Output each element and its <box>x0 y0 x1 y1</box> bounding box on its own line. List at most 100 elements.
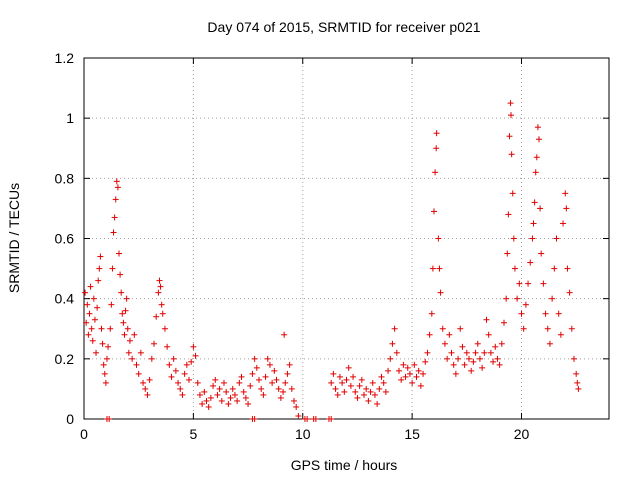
data-point <box>146 376 153 383</box>
data-point <box>312 416 319 422</box>
data-point <box>137 349 144 356</box>
data-point <box>116 250 122 257</box>
data-point <box>218 397 225 404</box>
data-point <box>223 388 230 395</box>
data-point <box>374 400 381 407</box>
grid-lines <box>84 58 609 419</box>
data-point <box>236 379 243 386</box>
data-point <box>555 310 562 317</box>
data-point <box>91 316 98 323</box>
y-axis-label: SRMTID / TECUs <box>6 183 22 293</box>
data-point <box>461 361 468 368</box>
data-point <box>339 379 346 386</box>
data-point <box>420 370 427 377</box>
data-point <box>474 340 481 347</box>
data-point <box>256 376 262 383</box>
x-tick-label: 10 <box>295 426 311 442</box>
data-point <box>170 355 177 362</box>
data-point <box>506 133 513 140</box>
data-point <box>155 289 162 296</box>
data-point <box>522 301 529 308</box>
data-point <box>205 403 212 410</box>
data-points <box>82 100 582 422</box>
data-point <box>538 250 545 257</box>
data-point <box>376 385 383 392</box>
data-point <box>229 385 236 392</box>
data-point <box>253 364 260 371</box>
data-point <box>365 397 372 404</box>
data-point <box>439 325 446 332</box>
data-point <box>529 235 536 242</box>
data-point <box>413 373 420 380</box>
data-point <box>525 280 532 287</box>
data-point <box>207 394 214 401</box>
data-point <box>361 391 367 398</box>
data-point <box>358 376 365 383</box>
data-point <box>83 319 90 326</box>
data-point <box>101 370 108 377</box>
data-point <box>341 388 348 395</box>
data-point <box>393 349 400 356</box>
data-point <box>562 190 569 197</box>
data-point <box>400 361 407 368</box>
data-point <box>212 376 219 383</box>
data-point <box>332 385 339 392</box>
data-point <box>280 388 287 395</box>
data-point <box>404 364 411 371</box>
data-point <box>269 379 276 386</box>
data-point <box>118 289 125 296</box>
data-point <box>260 391 267 398</box>
x-tick-label: 20 <box>514 426 530 442</box>
data-point <box>468 367 475 374</box>
data-point <box>123 295 130 302</box>
data-point <box>172 367 179 374</box>
data-point <box>441 340 448 347</box>
data-point <box>113 178 120 185</box>
data-point <box>566 289 573 296</box>
data-point <box>534 124 541 131</box>
data-point <box>511 265 518 272</box>
data-point <box>507 100 514 107</box>
data-point <box>120 319 127 326</box>
data-point <box>119 310 126 317</box>
data-point <box>286 361 293 368</box>
data-point <box>574 379 581 386</box>
data-point <box>492 343 499 350</box>
data-point <box>352 388 359 395</box>
data-point <box>95 277 102 284</box>
data-point <box>89 337 96 344</box>
data-point <box>142 385 149 392</box>
data-point <box>275 385 282 392</box>
data-point <box>494 355 501 362</box>
data-point <box>107 325 114 332</box>
y-tick-label: 0.6 <box>55 231 75 247</box>
data-point <box>262 373 269 380</box>
data-point <box>234 397 241 404</box>
data-point <box>293 403 300 410</box>
data-point <box>249 370 256 377</box>
data-point <box>85 331 92 338</box>
data-point <box>537 205 544 212</box>
data-point <box>568 325 575 332</box>
data-point <box>444 355 451 362</box>
data-point <box>563 205 570 212</box>
data-point <box>387 355 394 362</box>
data-point <box>159 310 166 317</box>
data-point <box>347 382 354 389</box>
chart-title: Day 074 of 2015, SRMTID for receiver p02… <box>207 19 480 35</box>
data-point <box>203 397 210 404</box>
data-point <box>520 325 527 332</box>
data-point <box>227 394 234 401</box>
data-point <box>575 385 582 392</box>
data-point <box>466 355 472 362</box>
data-point <box>549 295 556 302</box>
data-point <box>126 337 133 344</box>
data-point <box>183 361 190 368</box>
data-point <box>452 370 459 377</box>
data-point <box>514 295 521 302</box>
data-point <box>334 391 341 398</box>
data-point <box>371 391 378 398</box>
data-point <box>437 289 444 296</box>
data-point <box>214 391 221 398</box>
data-point <box>417 382 424 389</box>
